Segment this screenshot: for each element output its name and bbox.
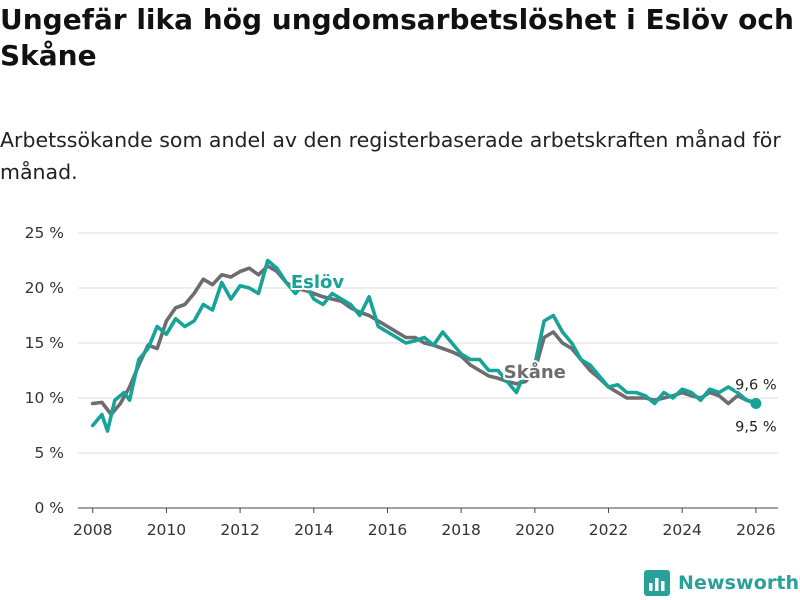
y-tick-label: 10 %: [25, 389, 64, 407]
end-point-marker: [750, 398, 762, 409]
y-tick-label: 25 %: [25, 224, 64, 242]
y-tick-label: 0 %: [34, 499, 64, 517]
end-value-label-skane: 9,5 %: [735, 420, 776, 436]
chart-subtitle: Arbetssökande som andel av den registerb…: [0, 128, 781, 184]
y-tick-label: 5 %: [34, 444, 64, 462]
brand-logo[interactable]: Newsworthy: [644, 568, 800, 598]
y-tick-label: 20 %: [25, 279, 64, 297]
bar-chart-logo-icon: [644, 570, 670, 596]
x-tick-label: 2012: [220, 521, 259, 539]
series-label-eslov: Eslöv: [291, 272, 345, 293]
end-value-label-eslov: 9,6 %: [735, 377, 776, 393]
x-tick-label: 2016: [368, 521, 407, 539]
x-tick-label: 2014: [294, 521, 333, 539]
series-label-skane: Skåne: [504, 361, 566, 383]
x-tick-label: 2008: [73, 521, 112, 539]
chart-title: Ungefär lika hög ungdomsarbetslöshet i E…: [0, 3, 794, 72]
x-tick-label: 2020: [515, 521, 554, 539]
x-tick-label: 2024: [662, 521, 701, 539]
y-tick-label: 15 %: [25, 334, 64, 352]
brand-name: Newsworthy: [678, 572, 800, 594]
x-tick-label: 2026: [736, 521, 775, 539]
x-tick-label: 2010: [147, 521, 186, 539]
x-tick-label: 2018: [441, 521, 480, 539]
series-line-eslov: [90, 258, 758, 433]
x-tick-label: 2022: [589, 521, 628, 539]
